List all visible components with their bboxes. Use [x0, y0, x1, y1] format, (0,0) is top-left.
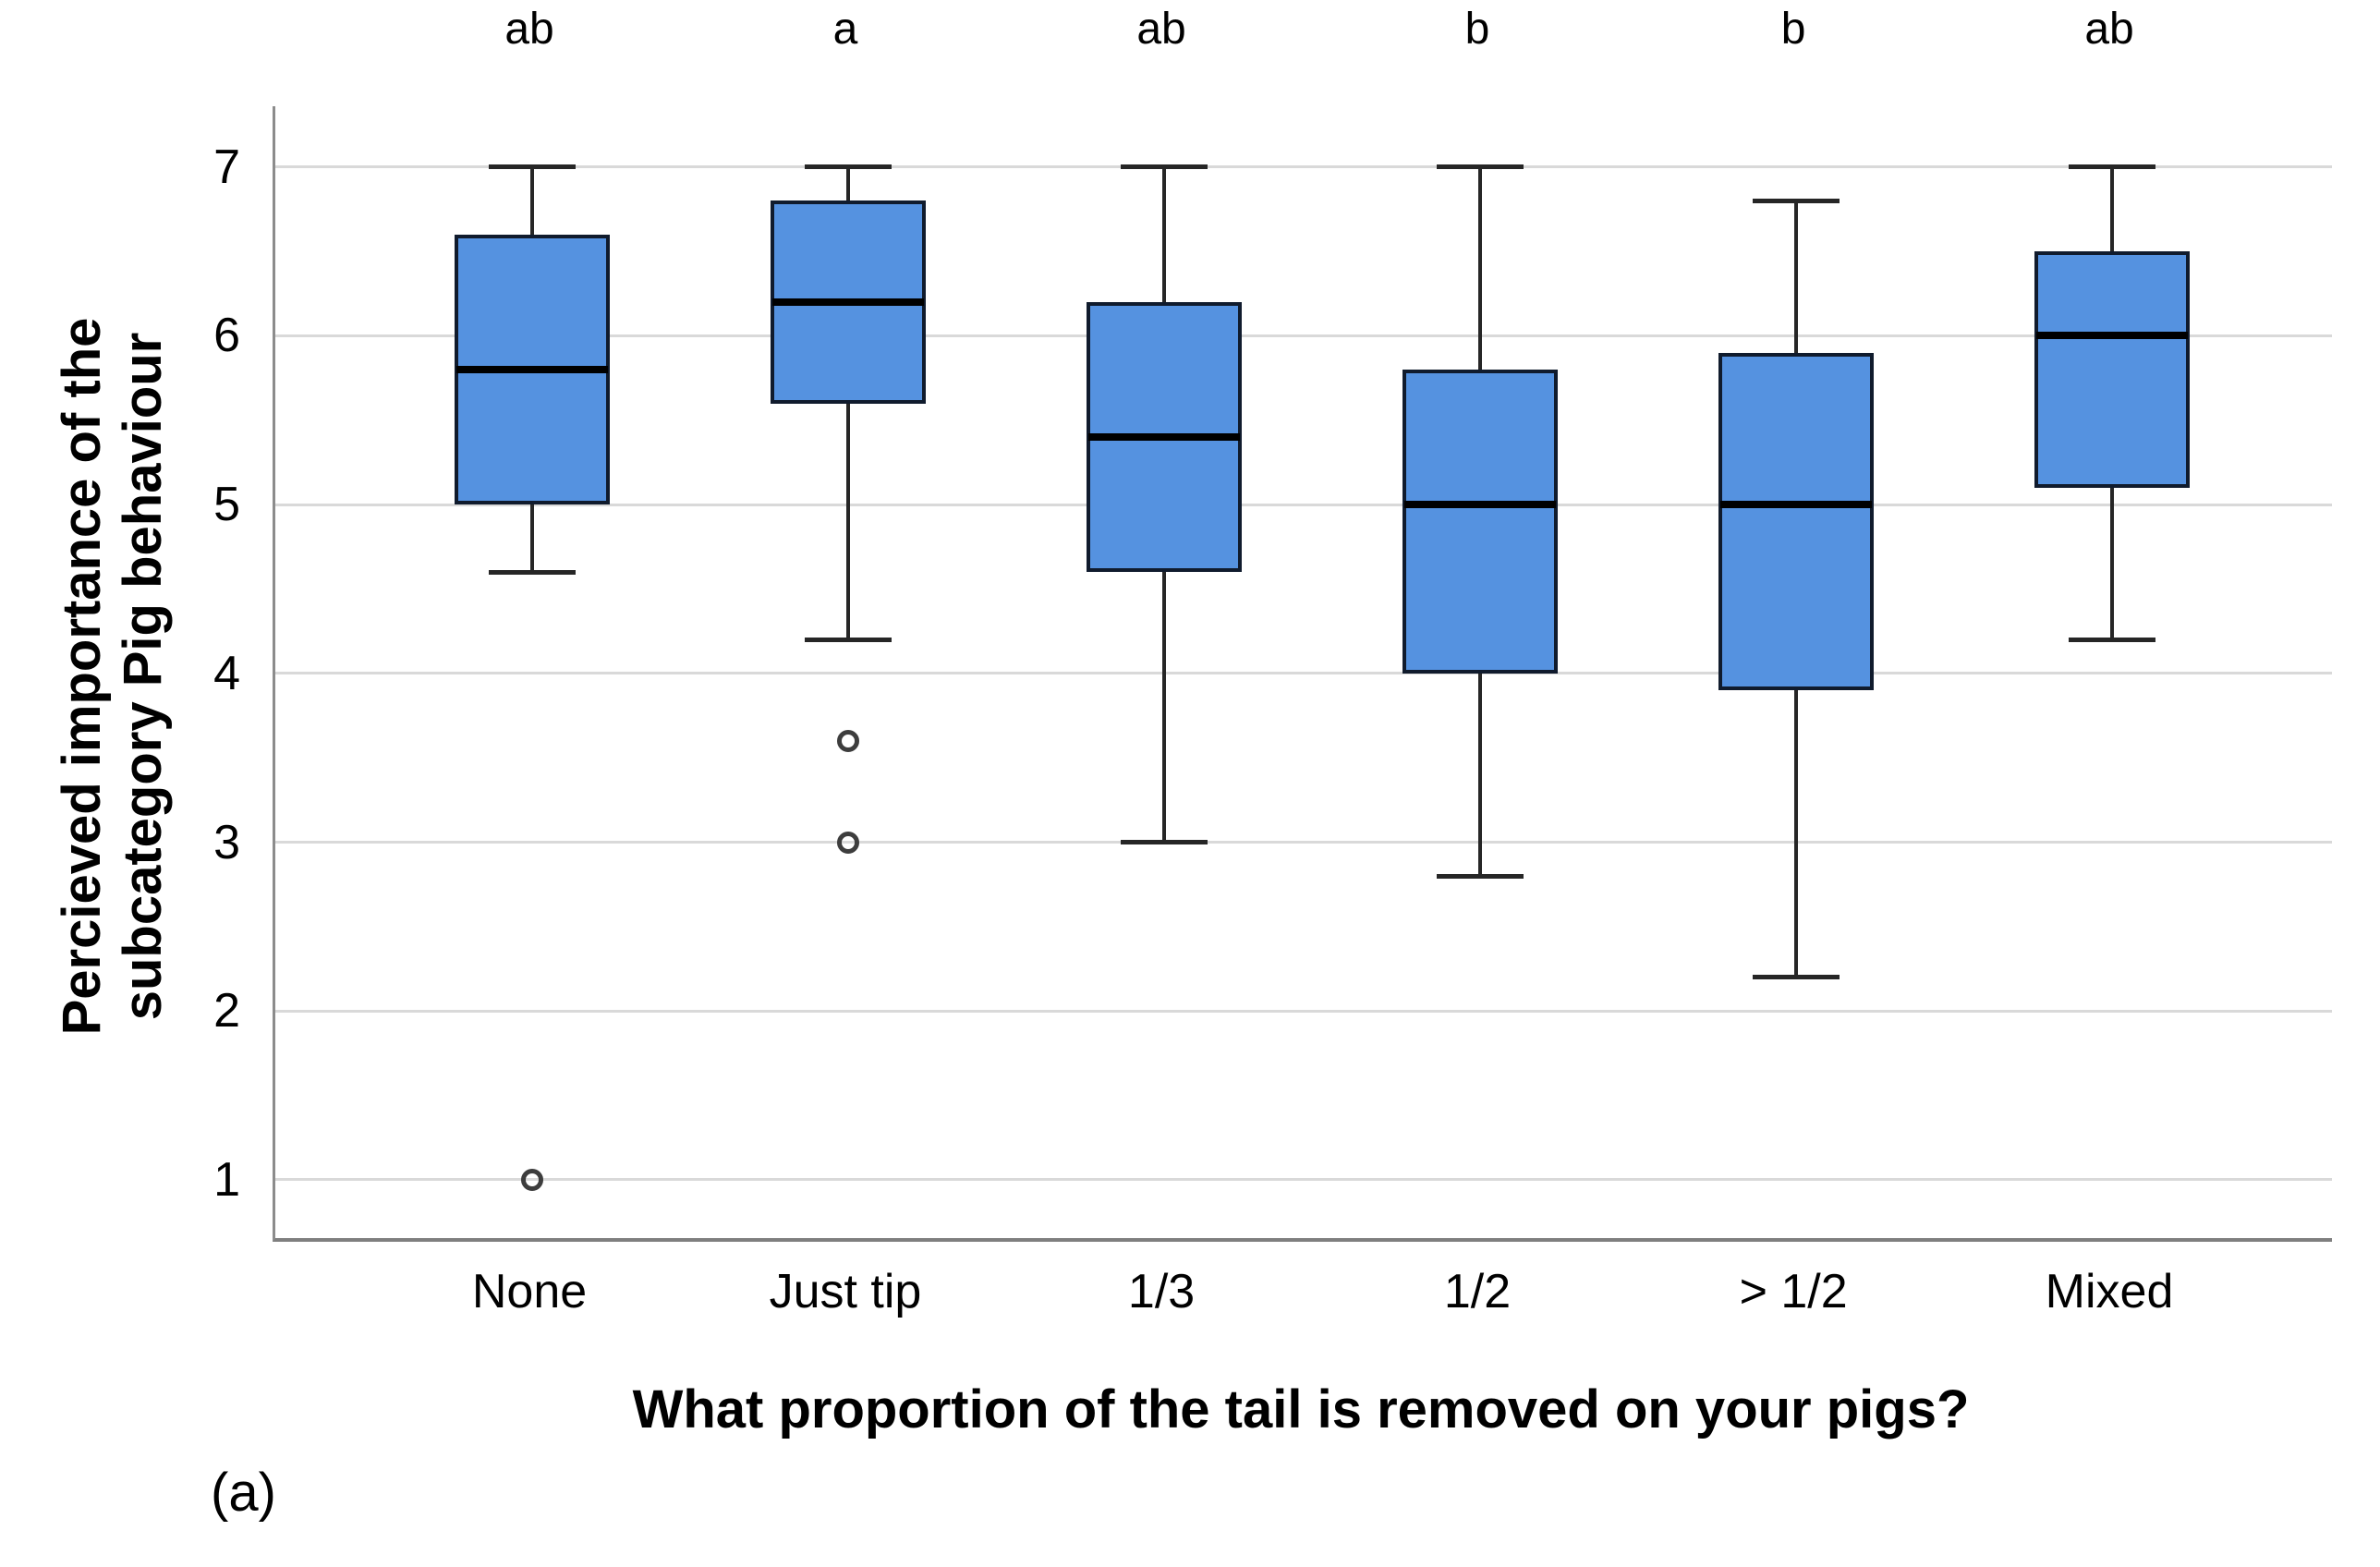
gridline-y-5: [275, 503, 2332, 506]
box-group-1: [455, 106, 611, 1238]
whisker-cap-bottom: [1436, 873, 1524, 879]
whisker-cap-top: [804, 164, 892, 170]
median-line: [1720, 501, 1873, 509]
y-tick-label-6: 6: [213, 309, 240, 363]
gridline-y-2: [275, 1009, 2332, 1013]
whisker-cap-bottom: [1121, 840, 1208, 845]
y-axis-label-line1: Percieved importance of the: [52, 317, 112, 1036]
box-group-5: [1718, 106, 1875, 1238]
y-tick-label-5: 5: [213, 478, 240, 532]
gridline-y-6: [275, 334, 2332, 337]
y-tick-label-3: 3: [213, 815, 240, 869]
box-group-6: [2034, 106, 2191, 1238]
whisker-cap-top: [1753, 198, 1840, 203]
whisker-cap-bottom: [2069, 637, 2156, 642]
x-tick-label-5: > 1/2: [1739, 1265, 1848, 1318]
x-axis-title: What proportion of the tail is removed o…: [632, 1379, 1970, 1439]
y-tick-label-1: 1: [213, 1152, 240, 1207]
whisker-cap-top: [1436, 164, 1524, 170]
x-tick-label-3: 1/3: [1127, 1265, 1196, 1318]
median-line: [1403, 501, 1556, 509]
box-group-2: [770, 106, 926, 1238]
gridline-y-7: [275, 165, 2332, 169]
gridline-y-1: [275, 1178, 2332, 1182]
whisker-cap-top: [1121, 164, 1208, 170]
box-group-3: [1087, 106, 1243, 1238]
plot-area: [273, 106, 2332, 1242]
whisker-cap-bottom: [804, 637, 892, 642]
median-line: [1088, 433, 1241, 442]
box-group-4: [1402, 106, 1558, 1238]
y-tick-label-4: 4: [213, 646, 240, 700]
y-tick-label-7: 7: [213, 140, 240, 194]
significance-letter-6: ab: [2084, 5, 2134, 54]
gridline-y-3: [275, 841, 2332, 844]
median-line: [771, 298, 924, 306]
x-tick-label-1: None: [471, 1265, 588, 1318]
iqr-box: [1718, 352, 1875, 691]
median-line: [2036, 332, 2189, 340]
whisker-cap-bottom: [489, 569, 577, 575]
outlier-point: [521, 1168, 544, 1191]
significance-letter-5: b: [1780, 5, 1806, 54]
x-tick-label-6: Mixed: [2045, 1265, 2174, 1318]
whisker-cap-top: [2069, 164, 2156, 170]
whisker-line: [845, 166, 850, 640]
whisker-cap-top: [489, 164, 577, 170]
y-tick-label-2: 2: [213, 984, 240, 1039]
outlier-point: [836, 831, 859, 854]
iqr-box: [2034, 251, 2191, 488]
outlier-point: [836, 729, 859, 752]
whisker-cap-bottom: [1753, 975, 1840, 980]
significance-letter-4: b: [1464, 5, 1490, 54]
significance-letter-2: a: [832, 5, 858, 54]
figure-caption: (a): [211, 1463, 276, 1523]
median-line: [456, 366, 609, 373]
x-tick-label-4: 1/2: [1443, 1265, 1512, 1318]
iqr-box: [1402, 370, 1558, 674]
significance-letter-1: ab: [504, 5, 554, 54]
x-tick-label-2: Just tip: [769, 1265, 922, 1318]
gridline-y-4: [275, 672, 2332, 675]
significance-letter-3: ab: [1136, 5, 1186, 54]
